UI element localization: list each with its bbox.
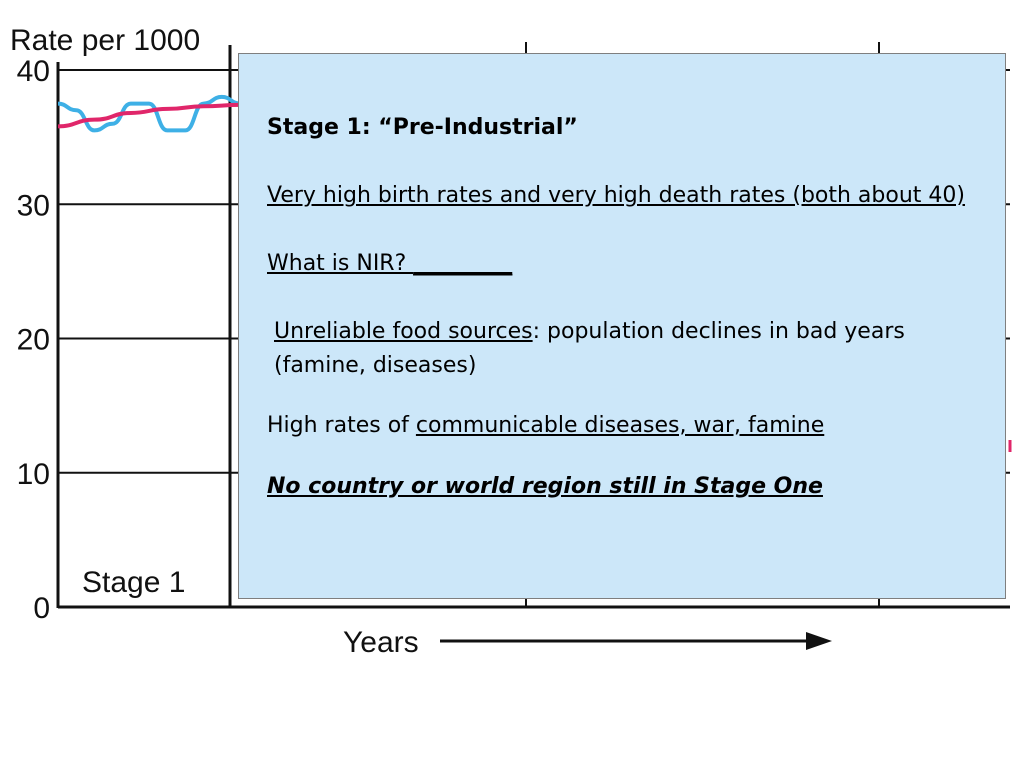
nir-question-text: What is NIR? <box>267 251 414 276</box>
series-layer <box>57 94 241 133</box>
food-sources-underlined: Unreliable food sources <box>274 319 533 344</box>
stage-one-note: No country or world region still in Stag… <box>267 474 823 499</box>
food-sources-text: Unreliable food sources: population decl… <box>267 315 979 383</box>
y-tick-label-0: 0 <box>33 592 50 625</box>
stage-label: Stage 1 <box>82 566 185 599</box>
x-axis-title: Years <box>343 626 419 659</box>
disease-text: High rates of communicable diseases, war… <box>267 409 979 443</box>
y-axis-title: Rate per 1000 <box>10 24 200 57</box>
years-arrow-head <box>806 632 832 650</box>
nir-answer-blank: _________ <box>413 251 513 276</box>
birth-death-rates-text: Very high birth rates and very high deat… <box>267 183 965 208</box>
series-line-red <box>57 102 241 129</box>
food-sources-rest: : population declines in bad years (fami… <box>274 319 905 378</box>
y-tick-label-40: 40 <box>17 55 50 88</box>
series-line-blue <box>57 94 241 133</box>
y-tick-label-10: 10 <box>17 458 50 491</box>
stage-heading: Stage 1: “Pre-Industrial” <box>267 115 578 140</box>
y-tick-labels: 0 10 20 30 40 <box>17 55 50 625</box>
nir-question: What is NIR? _________ <box>267 247 979 281</box>
y-tick-label-20: 20 <box>17 324 50 357</box>
y-tick-label-30: 30 <box>17 189 50 222</box>
disease-prefix: High rates of <box>267 413 416 438</box>
stage-1-info-panel: Stage 1: “Pre-Industrial” Very high birt… <box>238 53 1006 599</box>
disease-underlined: communicable diseases, war, famine <box>415 413 825 438</box>
